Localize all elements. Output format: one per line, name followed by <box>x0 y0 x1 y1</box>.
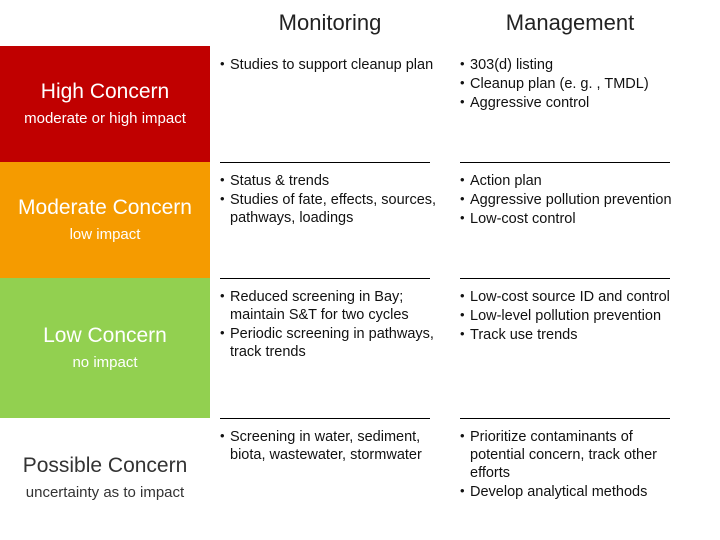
bullet-item: Screening in water, sediment, biota, was… <box>220 428 440 464</box>
category-subtitle: low impact <box>70 226 141 244</box>
category-high-concern: High Concern moderate or high impact <box>0 46 210 162</box>
cell-monitoring-1: Status & trendsStudies of fate, effects,… <box>210 162 450 278</box>
category-subtitle: no impact <box>72 354 137 372</box>
header-management: Management <box>450 0 690 46</box>
category-moderate-concern: Moderate Concern low impact <box>0 162 210 278</box>
cell-management-0: 303(d) listingCleanup plan (e. g. , TMDL… <box>450 46 690 162</box>
bullet-item: Studies to support cleanup plan <box>220 56 440 74</box>
bullet-item: Action plan <box>460 172 680 190</box>
category-title: High Concern <box>41 80 169 104</box>
bullet-item: Low-cost control <box>460 210 680 228</box>
cell-monitoring-3: Screening in water, sediment, biota, was… <box>210 418 450 538</box>
header-blank <box>0 0 210 46</box>
bullet-item: Cleanup plan (e. g. , TMDL) <box>460 75 680 93</box>
category-possible-concern: Possible Concern uncertainty as to impac… <box>0 418 210 538</box>
category-subtitle: moderate or high impact <box>24 110 186 128</box>
bullet-item: Track use trends <box>460 326 680 344</box>
category-subtitle: uncertainty as to impact <box>26 484 184 502</box>
cell-monitoring-2: Reduced screening in Bay; maintain S&T f… <box>210 278 450 418</box>
bullet-item: Prioritize contaminants of potential con… <box>460 428 680 482</box>
cell-management-2: Low-cost source ID and controlLow-level … <box>450 278 690 418</box>
bullet-item: Low-level pollution prevention <box>460 307 680 325</box>
bullet-item: Low-cost source ID and control <box>460 288 680 306</box>
category-title: Moderate Concern <box>18 196 192 220</box>
cell-management-3: Prioritize contaminants of potential con… <box>450 418 690 538</box>
bullet-item: Aggressive pollution prevention <box>460 191 680 209</box>
category-title: Possible Concern <box>23 454 188 478</box>
bullet-item: Studies of fate, effects, sources, pathw… <box>220 191 440 227</box>
matrix-grid: Monitoring Management High Concern moder… <box>0 0 720 538</box>
bullet-item: 303(d) listing <box>460 56 680 74</box>
bullet-item: Status & trends <box>220 172 440 190</box>
bullet-item: Periodic screening in pathways, track tr… <box>220 325 440 361</box>
bullet-item: Aggressive control <box>460 94 680 112</box>
header-monitoring: Monitoring <box>210 0 450 46</box>
category-low-concern: Low Concern no impact <box>0 278 210 418</box>
bullet-item: Develop analytical methods <box>460 483 680 501</box>
cell-management-1: Action planAggressive pollution preventi… <box>450 162 690 278</box>
cell-monitoring-0: Studies to support cleanup plan <box>210 46 450 162</box>
category-title: Low Concern <box>43 324 167 348</box>
bullet-item: Reduced screening in Bay; maintain S&T f… <box>220 288 440 324</box>
